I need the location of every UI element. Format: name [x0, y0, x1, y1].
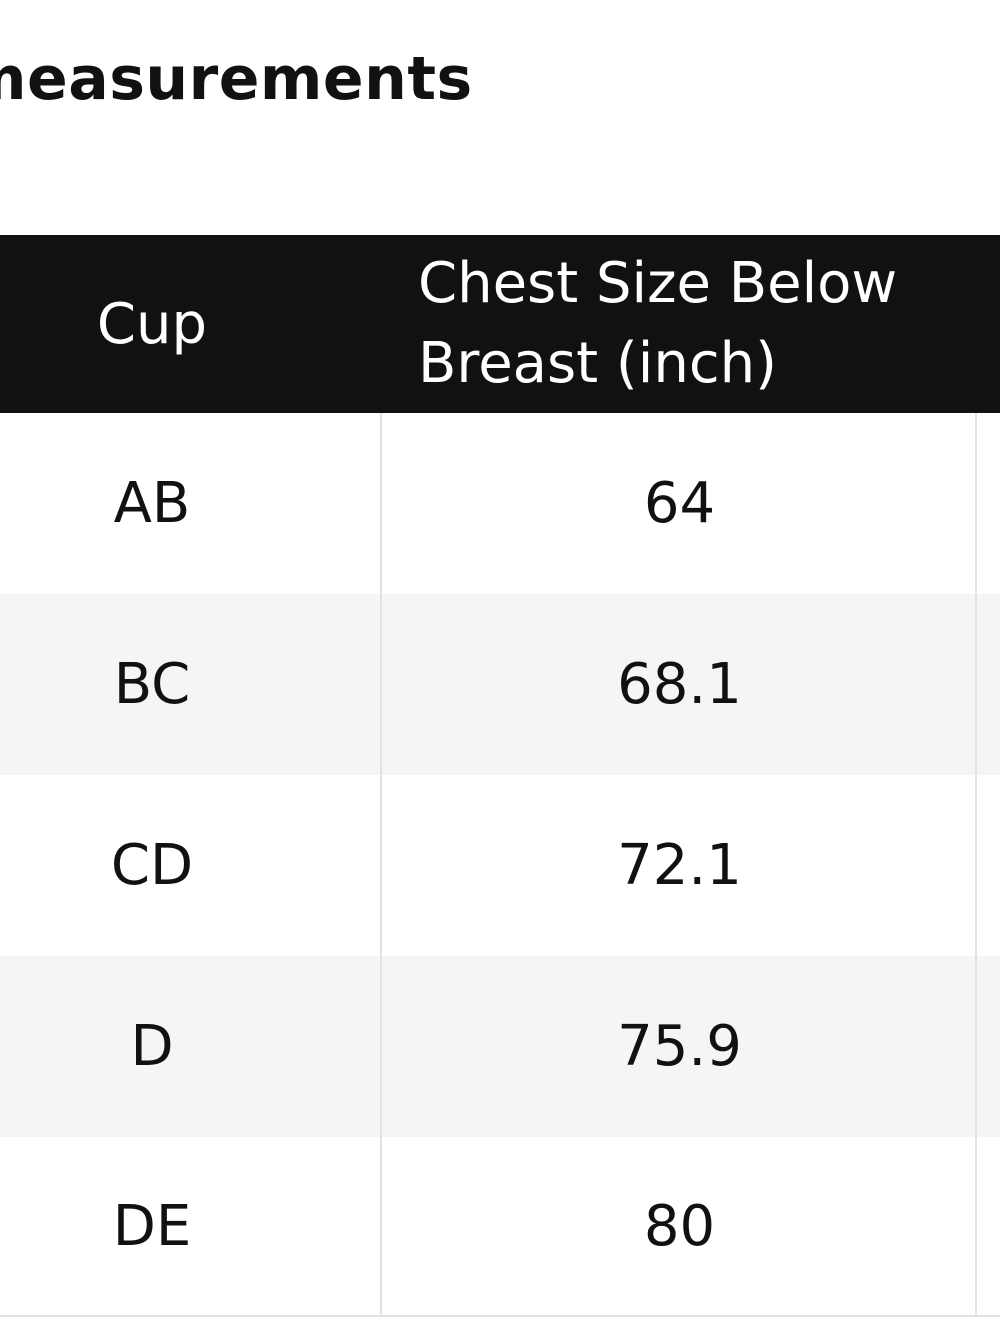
cell-text: 72.1	[617, 833, 742, 898]
table-row: AB 64	[0, 413, 1000, 594]
table-cell: DE	[0, 1137, 380, 1315]
cell-text: 68.1	[617, 652, 742, 717]
header-text: Cup	[96, 291, 208, 357]
cell-text: BC	[113, 652, 191, 717]
cell-text: 75.9	[617, 1014, 742, 1079]
cell-text: 80	[643, 1193, 716, 1259]
page-title: measurements	[0, 44, 473, 114]
table-cell	[975, 956, 1000, 1137]
header-row: Cup Chest Size Below Breast (inch)	[0, 235, 1000, 413]
table-cell: 64	[380, 413, 977, 594]
table-cell: BC	[0, 594, 380, 775]
table-cell: D	[0, 956, 380, 1137]
table-cell: 72.1	[380, 775, 977, 956]
table-cell	[975, 413, 1000, 594]
table-cell: CD	[0, 775, 380, 956]
cell-text: 64	[643, 471, 716, 536]
table-cell: 75.9	[380, 956, 977, 1137]
table-cell: AB	[0, 413, 380, 594]
table-row: CD 72.1	[0, 775, 1000, 956]
cell-text: D	[130, 1014, 174, 1079]
cell-text: DE	[112, 1193, 192, 1259]
table-cell: 68.1	[380, 594, 977, 775]
table-row: D 75.9	[0, 956, 1000, 1137]
table-cell	[975, 594, 1000, 775]
table-cell	[975, 775, 1000, 956]
table-body: AB 64 BC 68.1 CD 72.1 D 75.9 DE 80	[0, 413, 1000, 1317]
cell-text: CD	[110, 833, 194, 898]
size-table: Cup Chest Size Below Breast (inch) AB 64 B…	[0, 235, 1000, 1317]
cell-text: AB	[113, 471, 191, 536]
table-row: BC 68.1	[0, 594, 1000, 775]
header-cell: Cup	[0, 235, 380, 413]
table-cell	[975, 1137, 1000, 1315]
header-text: Chest Size Below Breast (inch)	[418, 251, 898, 396]
header-cell: Chest Size Below Breast (inch)	[380, 235, 975, 413]
table-row: DE 80	[0, 1137, 1000, 1317]
table-cell: 80	[380, 1137, 977, 1315]
